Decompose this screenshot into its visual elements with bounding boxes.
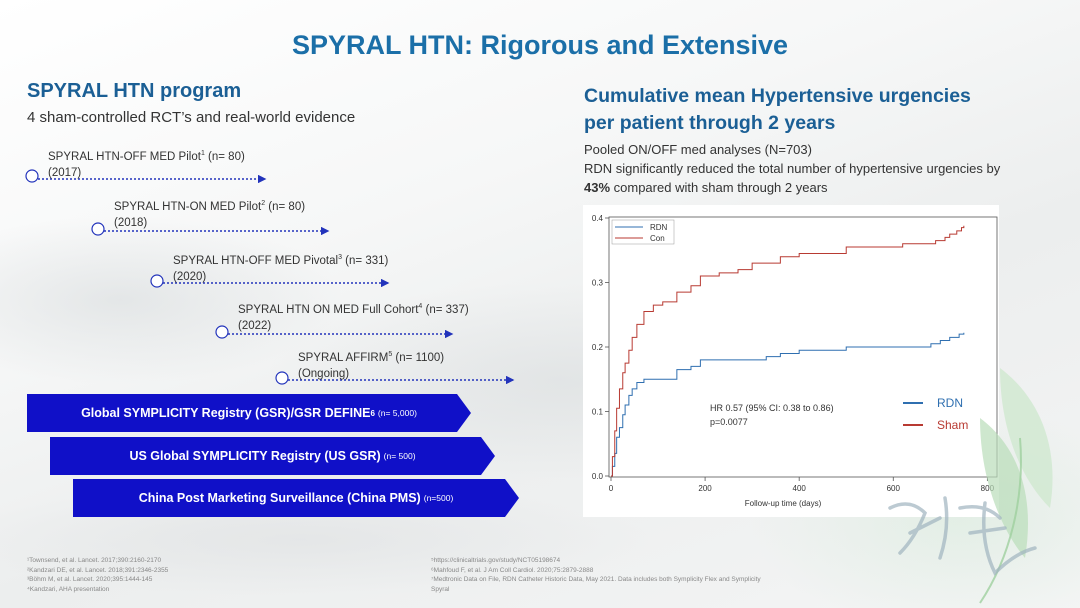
timeline-node-4 bbox=[215, 325, 229, 339]
p-value-annotation: p=0.0077 bbox=[710, 417, 748, 427]
trial-4-year: (2022) bbox=[238, 319, 272, 332]
y-tick-label: 0.1 bbox=[592, 408, 604, 417]
trial-4-sup: 4 bbox=[418, 303, 423, 310]
pooled-analysis-text: Pooled ON/OFF med analyses (N=703) bbox=[584, 142, 812, 157]
registry-gsr-n: (n= 5,000) bbox=[377, 408, 417, 418]
trial-2: SPYRAL HTN-ON MED Pilot2 (n= 80) (2018) bbox=[114, 196, 305, 231]
reduction-text-a: RDN significantly reduced the total numb… bbox=[584, 161, 1001, 176]
registry-china-label: China Post Marketing Surveillance (China… bbox=[138, 491, 421, 505]
y-tick-label: 0.3 bbox=[592, 279, 604, 288]
trial-2-name: SPYRAL HTN-ON MED Pilot bbox=[114, 200, 262, 213]
trial-2-sup: 2 bbox=[261, 200, 266, 207]
hypertensive-urgencies-chart: 0.0 0.1 0.2 0.3 0.4 0 200 400 600 800 Follow-up ti… bbox=[592, 214, 998, 508]
registry-us-gsr-n: (n= 500) bbox=[383, 451, 416, 461]
trial-1-name: SPYRAL HTN-OFF MED Pilot bbox=[48, 150, 201, 163]
footnote-7-cont: Spyral bbox=[431, 585, 450, 593]
trial-4-name: SPYRAL HTN ON MED Full Cohort bbox=[238, 303, 419, 316]
footnote-1: ¹Townsend, et al. Lancet. 2017;390:2160-… bbox=[27, 557, 162, 564]
program-heading: SPYRAL HTN program bbox=[27, 80, 242, 102]
footnote-5: ⁵https://clinicaltrials.gov/study/NCT051… bbox=[431, 557, 561, 564]
reduction-percent: 43% bbox=[584, 180, 611, 195]
trial-5-year: (Ongoing) bbox=[298, 367, 350, 380]
timeline-node-5 bbox=[275, 371, 289, 385]
registry-gsr-label: Global SYMPLICITY Registry (GSR)/GSR DEF… bbox=[81, 406, 371, 420]
decorative-leaf-logo bbox=[888, 368, 1053, 604]
timeline-node-1 bbox=[25, 169, 39, 183]
trial-5-name: SPYRAL AFFIRM bbox=[298, 351, 389, 364]
inner-legend-rdn-label: RDN bbox=[650, 223, 668, 232]
trial-1-sup: 1 bbox=[200, 150, 205, 157]
page-title: SPYRAL HTN: Rigorous and Extensive bbox=[291, 30, 789, 60]
footnote-4: ⁴Kandzari, AHA presentation bbox=[27, 585, 110, 593]
footnotes-right: ⁵https://clinicaltrials.gov/study/NCT051… bbox=[431, 556, 851, 594]
x-tick-label: 800 bbox=[981, 484, 995, 493]
x-tick-label: 400 bbox=[793, 484, 807, 493]
registry-gsr-sup: 6 bbox=[370, 408, 375, 418]
chart-heading: Cumulative mean Hypertensive urgencies p… bbox=[584, 85, 971, 134]
trial-1-n: (n= 80) bbox=[204, 150, 245, 163]
x-tick-label: 200 bbox=[698, 484, 712, 493]
legend-sham-label: Sham bbox=[937, 418, 968, 432]
trial-2-year: (2018) bbox=[114, 216, 148, 229]
footnote-7: ⁷Medtronic Data on File, RDN Catheter Hi… bbox=[431, 576, 761, 583]
y-tick-label: 0.2 bbox=[592, 343, 604, 352]
trial-4: SPYRAL HTN ON MED Full Cohort4 (n= 337) … bbox=[238, 299, 469, 334]
program-subheading: 4 sham-controlled RCT’s and real-world e… bbox=[27, 109, 356, 126]
timeline-node-3 bbox=[150, 274, 164, 288]
reduction-text: RDN significantly reduced the total numb… bbox=[584, 159, 1024, 197]
trial-5-n: (n= 1100) bbox=[392, 351, 445, 364]
registry-banner-china-pms: China Post Marketing Surveillance (China… bbox=[73, 479, 519, 517]
trial-3-n: (n= 331) bbox=[341, 254, 389, 267]
legend-rdn-label: RDN bbox=[937, 396, 963, 410]
trial-2-n: (n= 80) bbox=[265, 200, 306, 213]
series-line-rdn bbox=[611, 332, 965, 477]
timeline-node-2 bbox=[91, 222, 105, 236]
trial-3: SPYRAL HTN-OFF MED Pivotal3 (n= 331) (20… bbox=[173, 250, 388, 285]
reduction-text-b: compared with sham through 2 years bbox=[610, 180, 828, 195]
registry-china-n: (n=500) bbox=[423, 493, 454, 503]
footnote-3: ³Böhm M, et al. Lancet. 2020;395:1444-14… bbox=[27, 576, 153, 583]
trial-5-sup: 5 bbox=[388, 351, 393, 358]
registry-us-gsr-label: US Global SYMPLICITY Registry (US GSR) bbox=[129, 449, 381, 463]
x-tick-label: 0 bbox=[609, 484, 614, 493]
registry-banner-gsr: Global SYMPLICITY Registry (GSR)/GSR DEF… bbox=[27, 394, 471, 432]
x-axis-label: Follow-up time (days) bbox=[745, 499, 822, 508]
y-tick-label: 0.4 bbox=[592, 214, 604, 223]
trial-5: SPYRAL AFFIRM5 (n= 1100) (Ongoing) bbox=[298, 347, 444, 382]
hr-annotation: HR 0.57 (95% CI: 0.38 to 0.86) bbox=[710, 403, 834, 413]
trial-3-year: (2020) bbox=[173, 270, 207, 283]
footnote-2: ²Kandzari DE, et al. Lancet. 2018;391:23… bbox=[27, 566, 169, 574]
inner-legend-con-label: Con bbox=[650, 234, 665, 243]
chart-description: Pooled ON/OFF med analyses (N=703) RDN s… bbox=[584, 140, 1024, 197]
trial-1-year: (2017) bbox=[48, 166, 82, 179]
trial-1: SPYRAL HTN-OFF MED Pilot1 (n= 80) (2017) bbox=[48, 146, 245, 181]
inner-legend-box bbox=[611, 219, 675, 245]
trial-3-sup: 3 bbox=[338, 254, 342, 261]
footnotes-left: ¹Townsend, et al. Lancet. 2017;390:2160-… bbox=[27, 556, 168, 594]
trial-4-n: (n= 337) bbox=[422, 303, 469, 316]
series-line-sham bbox=[611, 225, 965, 477]
trial-3-name: SPYRAL HTN-OFF MED Pivotal bbox=[173, 254, 339, 267]
x-tick-label: 600 bbox=[887, 484, 901, 493]
y-tick-label: 0.0 bbox=[592, 472, 604, 481]
chart-panel: 0.0 0.1 0.2 0.3 0.4 0 200 400 600 800 Follow-up ti… bbox=[583, 205, 999, 517]
footnote-6: ⁶Mahfoud F, et al. J Am Coll Cardiol. 20… bbox=[431, 566, 594, 574]
registry-banner-us-gsr: US Global SYMPLICITY Registry (US GSR) (n… bbox=[50, 437, 495, 475]
